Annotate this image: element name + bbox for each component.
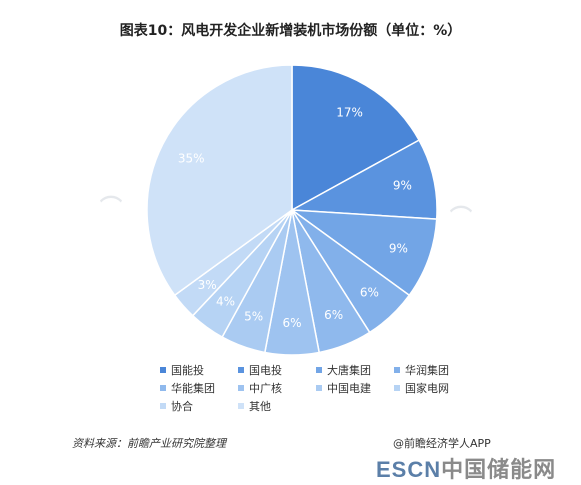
background-watermark-right: ⌒ — [450, 206, 473, 231]
legend-label-6: 中国电建 — [327, 382, 371, 395]
legend-swatch-4 — [160, 385, 166, 391]
source-note: 资料来源：前瞻产业研究院整理 — [72, 437, 226, 450]
legend-item-8: 协合 — [160, 398, 238, 414]
pie-slice-9 — [146, 64, 293, 297]
pie-slice-label-0: 17% — [336, 106, 363, 120]
legend-swatch-6 — [316, 385, 322, 391]
brand-watermark-en: ESCN — [376, 457, 442, 482]
pie-slice-label-6: 5% — [244, 309, 263, 323]
pie-slice-1 — [289, 139, 438, 220]
legend-item-3: 华润集团 — [394, 362, 484, 378]
pie-slice-label-1: 9% — [393, 178, 412, 192]
pie-slice-0 — [291, 64, 421, 212]
pie-slice-2 — [289, 209, 438, 297]
chart-title: 图表10：风电开发企业新增装机市场份额（单位：%） — [119, 23, 462, 39]
legend-item-9: 其他 — [238, 398, 316, 414]
legend-label-3: 华润集团 — [405, 364, 449, 377]
legend-swatch-0 — [160, 367, 166, 373]
legend-item-5: 中广核 — [238, 380, 316, 396]
legend-swatch-1 — [238, 367, 244, 373]
legend-item-1: 国电投 — [238, 362, 316, 378]
pie-slice-label-2: 9% — [389, 241, 408, 255]
brand-watermark-cn: 中国储能网 — [441, 457, 557, 482]
legend-swatch-9 — [238, 403, 244, 409]
pie-chart: 17% 9% 9% 6% 6% 6% 5% 4% 3% 35% — [146, 64, 438, 356]
legend: 国能投 国电投 大唐集团 华润集团华能集团 中广核 中国电建 国家电网协合 其他 — [160, 362, 490, 414]
pie-slice-label-5: 6% — [282, 316, 301, 330]
legend-label-4: 华能集团 — [171, 382, 215, 395]
legend-label-8: 协合 — [171, 400, 193, 413]
legend-item-2: 大唐集团 — [316, 362, 394, 378]
pie-slice-label-8: 3% — [198, 278, 217, 292]
background-watermark-left: ⌒ — [100, 196, 123, 221]
brand-watermark: ESCN中国储能网 — [376, 452, 556, 484]
legend-swatch-5 — [238, 385, 244, 391]
legend-label-2: 大唐集团 — [327, 364, 371, 377]
legend-item-4: 华能集团 — [160, 380, 238, 396]
pie-slice-label-4: 6% — [324, 308, 343, 322]
pie-slice-label-3: 6% — [360, 285, 379, 299]
legend-swatch-3 — [394, 367, 400, 373]
legend-label-9: 其他 — [249, 400, 271, 413]
legend-label-1: 国电投 — [249, 364, 282, 377]
pie-slice-label-7: 4% — [216, 294, 235, 308]
legend-label-0: 国能投 — [171, 364, 204, 377]
legend-swatch-8 — [160, 403, 166, 409]
credit-note: @前瞻经济学人APP — [393, 437, 491, 450]
legend-item-6: 中国电建 — [316, 380, 394, 396]
legend-label-7: 国家电网 — [405, 382, 449, 395]
legend-swatch-7 — [394, 385, 400, 391]
legend-swatch-2 — [316, 367, 322, 373]
legend-item-7: 国家电网 — [394, 380, 484, 396]
pie-slice-label-9: 35% — [178, 152, 205, 166]
legend-label-5: 中广核 — [249, 382, 282, 395]
legend-item-0: 国能投 — [160, 362, 238, 378]
